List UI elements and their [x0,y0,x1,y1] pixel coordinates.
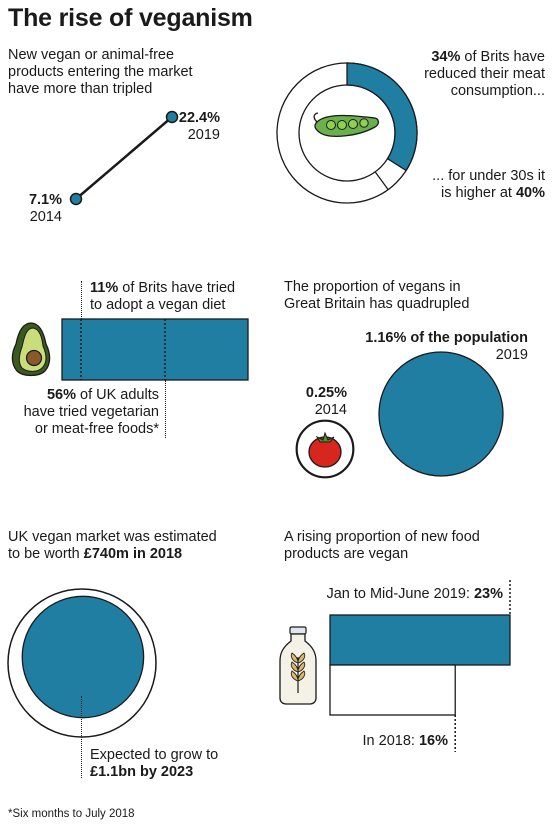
meat-caption: 34% of Brits have reduced their meat con… [424,49,545,99]
veg-tried-caption: 56% of UK adults have tried vegetarian o… [23,387,159,437]
vegan-tried-caption: 11% of Brits have tried to adopt a vegan… [90,280,236,313]
proportion-caption: The proportion of vegans in Great Britai… [284,279,470,312]
peapod-icon [313,112,380,137]
tomato-icon [296,420,354,478]
under30-caption: ... for under 30s it is higher at 40% [432,168,545,201]
market-circles [7,588,157,738]
donut-tick-40pct [374,171,389,191]
products-caption: New vegan or animal-free products enteri… [8,47,193,97]
dotted-leader-2023 [81,696,82,778]
circle-2018 [21,595,145,719]
products-line-chart [69,110,179,206]
proportion-circles [295,351,504,479]
data-label-2014: 7.1% [28,192,62,208]
newfood-bar-chart [279,580,511,752]
tried-bar-chart [11,318,249,381]
bar-2018 [329,664,456,716]
avocado-icon [11,322,51,377]
dotted-leader-11pct [81,281,82,319]
footnote: *Six months to July 2018 [8,808,135,820]
page-title: The rise of veganism [8,4,253,32]
newfood-caption: A rising proportion of new food products… [284,529,480,562]
meat-donut-chart [276,62,418,204]
milk-bottle-icon [279,626,317,705]
circle-2019 [378,351,504,477]
bar-56pct [61,318,249,381]
label-2019: 22.4% 2019 [150,110,220,144]
point-2019 [165,110,179,124]
tick-label-2014: 2014 [29,209,62,225]
tick-label-2019: 2019 [187,127,220,143]
label-2014: 7.1% 2014 [0,192,62,226]
point-2014 [69,192,83,206]
label-2019-population: 1.16% of the population 2019 [365,330,528,363]
market-expect-caption: Expected to grow to £1.1bn by 2023 [90,747,219,780]
donut-arc-34pct [346,62,418,172]
label-2018-newfood: In 2018: 16% [362,733,448,749]
bar-2019 [329,614,511,666]
market-caption: UK vegan market was estimated to be wort… [8,529,217,562]
dotted-leader-56pct [165,380,166,438]
label-2019-newfood: Jan to Mid-June 2019: 23% [326,586,503,602]
products-trend-line [75,116,173,200]
data-label-2019: 22.4% [178,110,220,126]
label-2014-population: 0.25% 2014 [305,385,347,418]
